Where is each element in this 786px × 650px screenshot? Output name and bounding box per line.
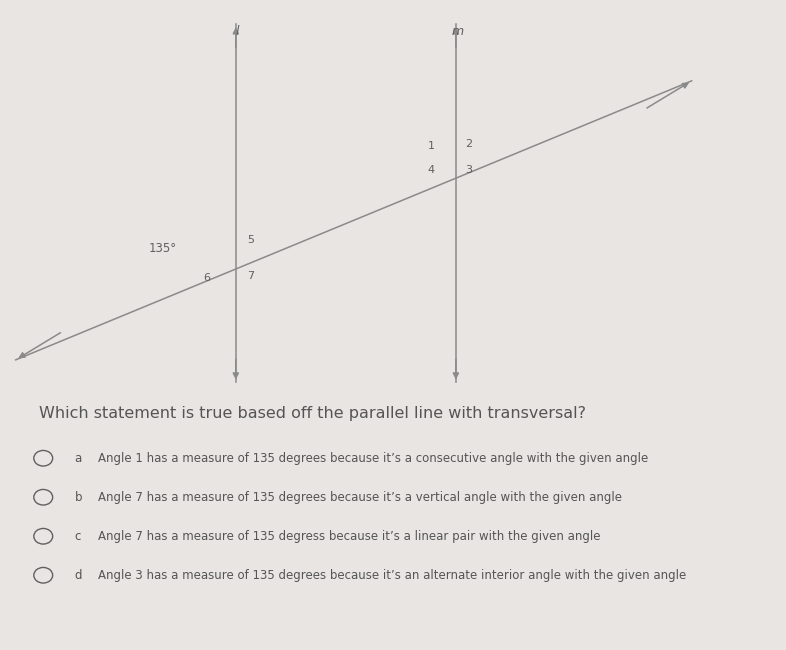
Text: 3: 3 <box>465 164 472 175</box>
Text: a: a <box>75 452 82 465</box>
Text: 4: 4 <box>428 164 435 175</box>
Text: Angle 3 has a measure of 135 degrees because it’s an alternate interior angle wi: Angle 3 has a measure of 135 degrees bec… <box>98 569 686 582</box>
Text: l: l <box>236 25 239 38</box>
Text: 6: 6 <box>204 273 211 283</box>
Text: Angle 1 has a measure of 135 degrees because it’s a consecutive angle with the g: Angle 1 has a measure of 135 degrees bec… <box>98 452 648 465</box>
Text: 7: 7 <box>248 271 255 281</box>
Text: b: b <box>75 491 83 504</box>
Text: m: m <box>451 25 464 38</box>
Text: 2: 2 <box>465 138 472 149</box>
Text: Angle 7 has a measure of 135 degress because it’s a linear pair with the given a: Angle 7 has a measure of 135 degress bec… <box>98 530 601 543</box>
Text: d: d <box>75 569 83 582</box>
Text: 135°: 135° <box>149 242 177 255</box>
Text: 5: 5 <box>248 235 255 245</box>
Text: c: c <box>75 530 81 543</box>
Text: Which statement is true based off the parallel line with transversal?: Which statement is true based off the pa… <box>39 406 586 421</box>
Text: Angle 7 has a measure of 135 degrees because it’s a vertical angle with the give: Angle 7 has a measure of 135 degrees bec… <box>98 491 623 504</box>
Text: 1: 1 <box>428 140 435 151</box>
